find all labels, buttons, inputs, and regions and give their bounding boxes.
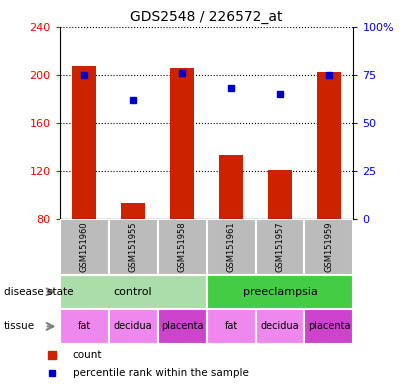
Bar xyxy=(268,170,292,219)
Bar xyxy=(121,203,145,219)
Bar xyxy=(109,309,157,344)
Bar xyxy=(317,73,341,219)
Bar xyxy=(60,309,109,344)
Text: placenta: placenta xyxy=(161,321,203,331)
Bar xyxy=(157,219,206,275)
Text: decidua: decidua xyxy=(114,321,152,331)
Text: count: count xyxy=(73,350,102,360)
Bar xyxy=(60,275,206,309)
Text: disease state: disease state xyxy=(4,287,74,297)
Bar xyxy=(305,219,353,275)
Bar xyxy=(305,309,353,344)
Text: placenta: placenta xyxy=(308,321,350,331)
Text: GSM151955: GSM151955 xyxy=(129,222,138,272)
Bar xyxy=(206,309,256,344)
Text: control: control xyxy=(114,287,152,297)
Bar xyxy=(170,68,194,219)
Text: percentile rank within the sample: percentile rank within the sample xyxy=(73,367,248,377)
Bar xyxy=(256,219,305,275)
Bar xyxy=(109,219,157,275)
Bar xyxy=(206,219,256,275)
Bar xyxy=(219,155,243,219)
Bar xyxy=(60,219,109,275)
Text: GSM151961: GSM151961 xyxy=(226,222,236,272)
Text: preeclampsia: preeclampsia xyxy=(242,287,317,297)
Text: GSM151960: GSM151960 xyxy=(80,222,89,272)
Text: fat: fat xyxy=(224,321,238,331)
Bar xyxy=(206,275,353,309)
Bar xyxy=(72,66,96,219)
Bar xyxy=(157,309,206,344)
Text: GSM151959: GSM151959 xyxy=(324,222,333,272)
Text: GSM151957: GSM151957 xyxy=(275,222,284,272)
Text: tissue: tissue xyxy=(4,321,35,331)
Text: GSM151958: GSM151958 xyxy=(178,222,187,272)
Bar xyxy=(256,309,305,344)
Text: decidua: decidua xyxy=(261,321,299,331)
Text: fat: fat xyxy=(77,321,91,331)
Title: GDS2548 / 226572_at: GDS2548 / 226572_at xyxy=(130,10,283,25)
